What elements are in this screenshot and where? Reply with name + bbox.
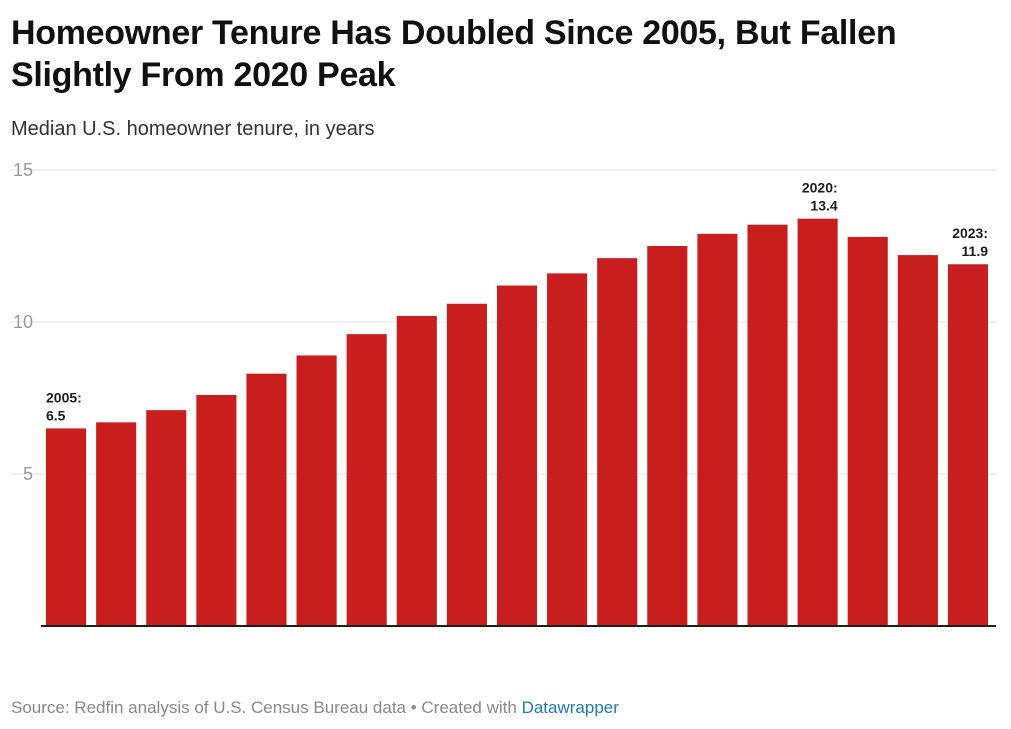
bar xyxy=(446,303,487,626)
bar xyxy=(597,258,638,626)
bar xyxy=(547,273,588,626)
chart-title: Homeowner Tenure Has Doubled Since 2005,… xyxy=(11,14,897,94)
y-tick-label: 5 xyxy=(23,464,33,484)
data-label: 2005: xyxy=(46,389,82,405)
bar xyxy=(697,233,738,626)
bar xyxy=(747,224,788,626)
bar xyxy=(96,422,137,626)
bar xyxy=(196,394,237,626)
bar xyxy=(146,410,187,626)
data-label: 2020: xyxy=(802,180,838,196)
datawrapper-link[interactable]: Datawrapper xyxy=(521,698,619,717)
y-tick-label: 10 xyxy=(13,312,33,332)
bar xyxy=(797,218,838,626)
y-tick-label: 15 xyxy=(13,160,33,180)
bar xyxy=(897,255,938,626)
bar-chart: 5 10 15 2005: 6.5 2020: 13.4 2023: 11.9 xyxy=(10,160,996,627)
bar xyxy=(296,355,337,626)
source-text: Source: Redfin analysis of U.S. Census B… xyxy=(11,698,522,717)
bar xyxy=(847,236,888,626)
bar xyxy=(46,428,87,626)
footer: Source: Redfin analysis of U.S. Census B… xyxy=(11,698,619,718)
bar xyxy=(947,264,988,626)
data-label: 11.9 xyxy=(962,243,989,259)
data-label: 13.4 xyxy=(810,198,837,214)
bar xyxy=(496,285,538,626)
data-label: 6.5 xyxy=(46,407,66,423)
chart-subtitle: Median U.S. homeowner tenure, in years xyxy=(11,118,375,140)
bar xyxy=(346,334,387,626)
bar xyxy=(246,373,287,626)
data-label: 2023: xyxy=(952,225,988,241)
bar xyxy=(647,246,688,626)
bar xyxy=(396,315,437,626)
